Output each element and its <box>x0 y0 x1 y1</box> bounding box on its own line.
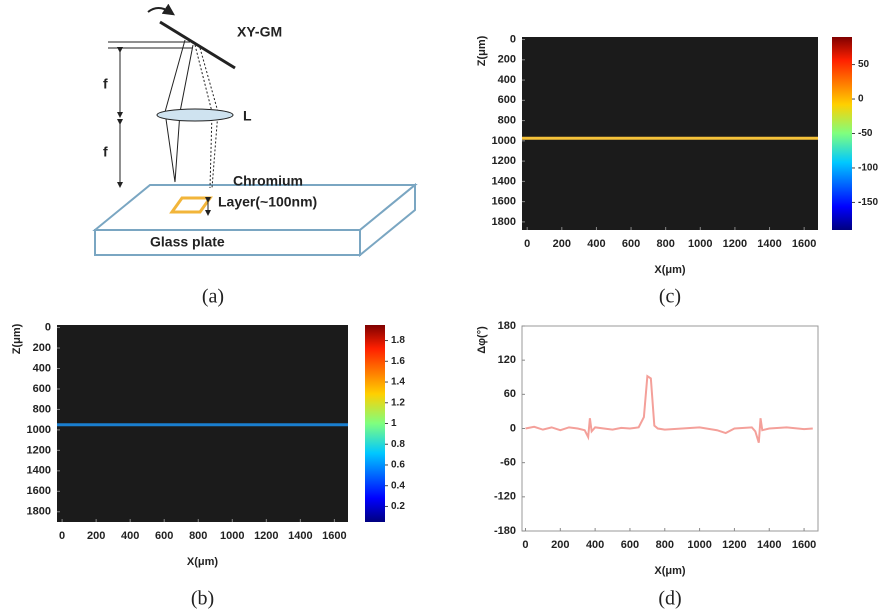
y-tick-label: 0 <box>510 422 516 434</box>
y-tick-label: 600 <box>498 94 516 106</box>
colorbar-label: 1 <box>391 418 397 429</box>
y-tick-label: -180 <box>494 525 516 537</box>
x-tick-label: 1400 <box>288 530 312 542</box>
x-tick-label: 1400 <box>757 539 781 551</box>
y-tick-label: 1200 <box>27 444 51 456</box>
y-tick-label: 1800 <box>27 506 51 518</box>
colorbar-label: -50 <box>858 128 873 139</box>
colorbar-label: -150 <box>858 197 878 208</box>
plate-side <box>359 182 416 258</box>
colorbar-label: 0.6 <box>391 460 405 471</box>
y-tick-label: 1800 <box>492 216 516 228</box>
x-tick-label: 1200 <box>722 539 746 551</box>
y-tick-label: 1200 <box>492 155 516 167</box>
x-tick-label: 0 <box>59 530 65 542</box>
y-axis-label: Z(μm) <box>476 35 488 66</box>
colorbar-label: 0.2 <box>391 501 405 512</box>
label: f <box>103 144 108 160</box>
caption: (b) <box>191 588 214 610</box>
x-tick-label: 1000 <box>220 530 244 542</box>
x-tick-label: 200 <box>551 539 569 551</box>
colorbar-label: 1.4 <box>391 377 405 388</box>
y-tick-label: 180 <box>498 320 516 332</box>
y-tick-label: 1000 <box>492 135 516 147</box>
x-tick-label: 1600 <box>792 238 816 250</box>
x-axis-label: X(μm) <box>187 556 219 568</box>
x-tick-label: 200 <box>553 238 571 250</box>
line <box>525 374 813 444</box>
colorbar-label: 1.6 <box>391 356 405 367</box>
x-tick-label: 800 <box>656 238 674 250</box>
label: Glass plate <box>150 234 225 250</box>
colorbar-label: 50 <box>858 59 870 70</box>
x-axis-label: X(μm) <box>654 264 686 276</box>
y-tick-label: 200 <box>498 54 516 66</box>
colorbar-label: 1.8 <box>391 335 405 346</box>
y-tick-label: 0 <box>45 321 51 333</box>
label: f <box>103 76 108 92</box>
x-tick-label: 400 <box>586 539 604 551</box>
caption: (a) <box>202 286 224 308</box>
x-tick-label: 1600 <box>792 539 816 551</box>
x-tick-label: 200 <box>87 530 105 542</box>
x-tick-label: 1600 <box>322 530 346 542</box>
y-tick-label: -120 <box>494 491 516 503</box>
caption: (d) <box>658 588 681 610</box>
x-tick-label: 0 <box>522 539 528 551</box>
y-tick-label: 1400 <box>27 465 51 477</box>
colorbar-label: 0 <box>858 94 864 105</box>
y-tick-label: 1600 <box>492 196 516 208</box>
y-tick-label: 120 <box>498 354 516 366</box>
y-axis-label: Δφ(°) <box>476 326 488 354</box>
y-tick-label: 800 <box>498 114 516 126</box>
lens <box>156 108 234 122</box>
y-axis-label: Z(μm) <box>11 323 23 354</box>
mirror <box>159 20 236 70</box>
x-tick-label: 1000 <box>687 539 711 551</box>
x-tick-label: 800 <box>189 530 207 542</box>
x-tick-label: 1200 <box>254 530 278 542</box>
x-tick-label: 400 <box>121 530 139 542</box>
caption: (c) <box>659 286 681 308</box>
y-tick-label: 1400 <box>492 175 516 187</box>
plate-front <box>94 229 361 256</box>
y-tick-label: 1000 <box>27 424 51 436</box>
y-tick-label: 400 <box>33 362 51 374</box>
y-tick-label: -60 <box>500 457 516 469</box>
y-tick-label: 400 <box>498 74 516 86</box>
colorbar <box>365 325 385 522</box>
y-tick-label: 60 <box>504 388 516 400</box>
colorbar-label: 0.4 <box>391 480 405 491</box>
colorbar-label: 0.8 <box>391 439 405 450</box>
y-tick-label: 0 <box>510 33 516 45</box>
label: XY-GM <box>237 24 282 40</box>
x-tick-label: 1000 <box>688 238 712 250</box>
colorbar-label: 1.2 <box>391 397 405 408</box>
label: L <box>243 108 252 124</box>
beam-path <box>164 39 194 183</box>
y-tick-label: 1600 <box>27 485 51 497</box>
x-tick-label: 800 <box>656 539 674 551</box>
label: Chromium <box>233 173 303 189</box>
x-tick-label: 600 <box>622 238 640 250</box>
y-tick-label: 600 <box>33 383 51 395</box>
y-tick-label: 200 <box>33 342 51 354</box>
colorbar-label: -100 <box>858 163 878 174</box>
x-tick-label: 400 <box>587 238 605 250</box>
x-tick-label: 1200 <box>723 238 747 250</box>
x-axis-label: X(μm) <box>654 565 686 577</box>
x-tick-label: 600 <box>621 539 639 551</box>
label: Layer(~100nm) <box>218 194 317 210</box>
x-tick-label: 600 <box>155 530 173 542</box>
y-tick-label: 800 <box>33 403 51 415</box>
x-tick-label: 1400 <box>757 238 781 250</box>
diagram: XY-GM f f L Chromium Layer(~100nm) Glass… <box>92 3 418 308</box>
colorbar <box>832 37 852 230</box>
x-tick-label: 0 <box>524 238 530 250</box>
rotation-arrow <box>147 3 175 16</box>
plot-area <box>522 37 818 230</box>
